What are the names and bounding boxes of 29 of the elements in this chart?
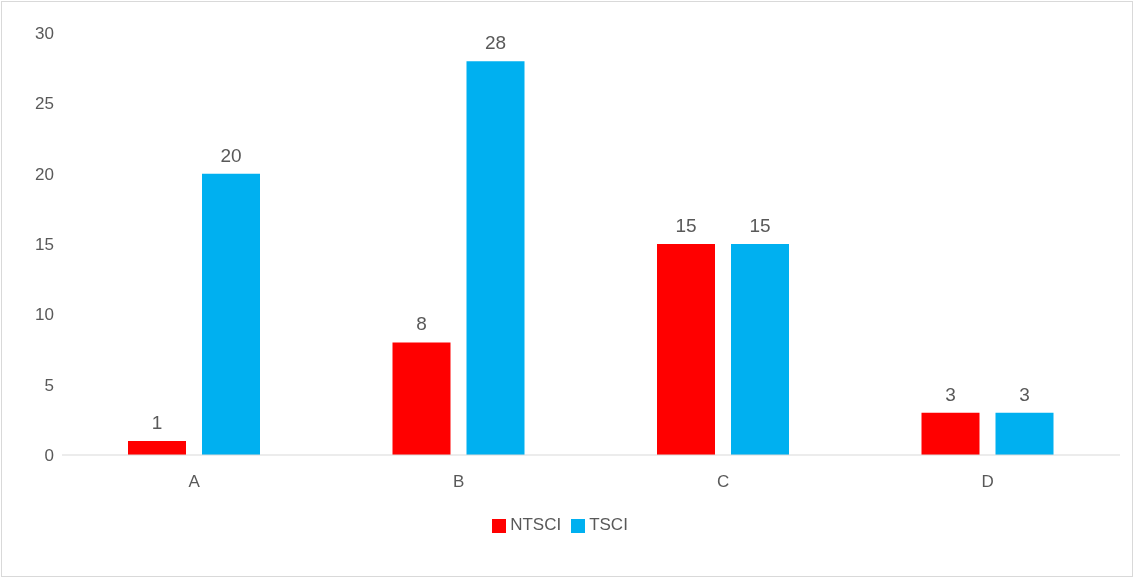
y-tick-label: 10	[35, 305, 54, 325]
y-tick-label: 25	[35, 94, 54, 114]
data-label: 8	[416, 313, 427, 335]
legend-label: TSCI	[589, 515, 628, 534]
y-tick-label: 20	[35, 164, 54, 184]
data-label: 3	[945, 383, 956, 405]
x-tick-label: D	[981, 472, 994, 492]
legend-label: NTSCI	[510, 515, 562, 534]
y-tick-label: 5	[44, 375, 54, 395]
data-label: 3	[1019, 383, 1030, 405]
bar	[392, 342, 451, 455]
data-label: 1	[151, 411, 163, 433]
bar	[466, 61, 525, 455]
data-label: 20	[220, 144, 242, 166]
x-tick-label: A	[188, 472, 201, 492]
y-tick-label: 30	[35, 24, 54, 44]
x-tick-label: C	[717, 472, 730, 492]
data-label: 28	[484, 32, 507, 54]
bar	[128, 440, 186, 455]
data-label: 15	[749, 215, 771, 236]
data-label: 15	[675, 215, 697, 236]
bar	[202, 173, 260, 455]
bar	[657, 244, 715, 455]
y-tick-label: 0	[44, 446, 54, 466]
bar	[921, 412, 980, 455]
x-tick-label: B	[453, 472, 465, 492]
bar	[995, 412, 1054, 455]
y-tick-label: 15	[35, 235, 54, 255]
bar	[731, 244, 789, 455]
